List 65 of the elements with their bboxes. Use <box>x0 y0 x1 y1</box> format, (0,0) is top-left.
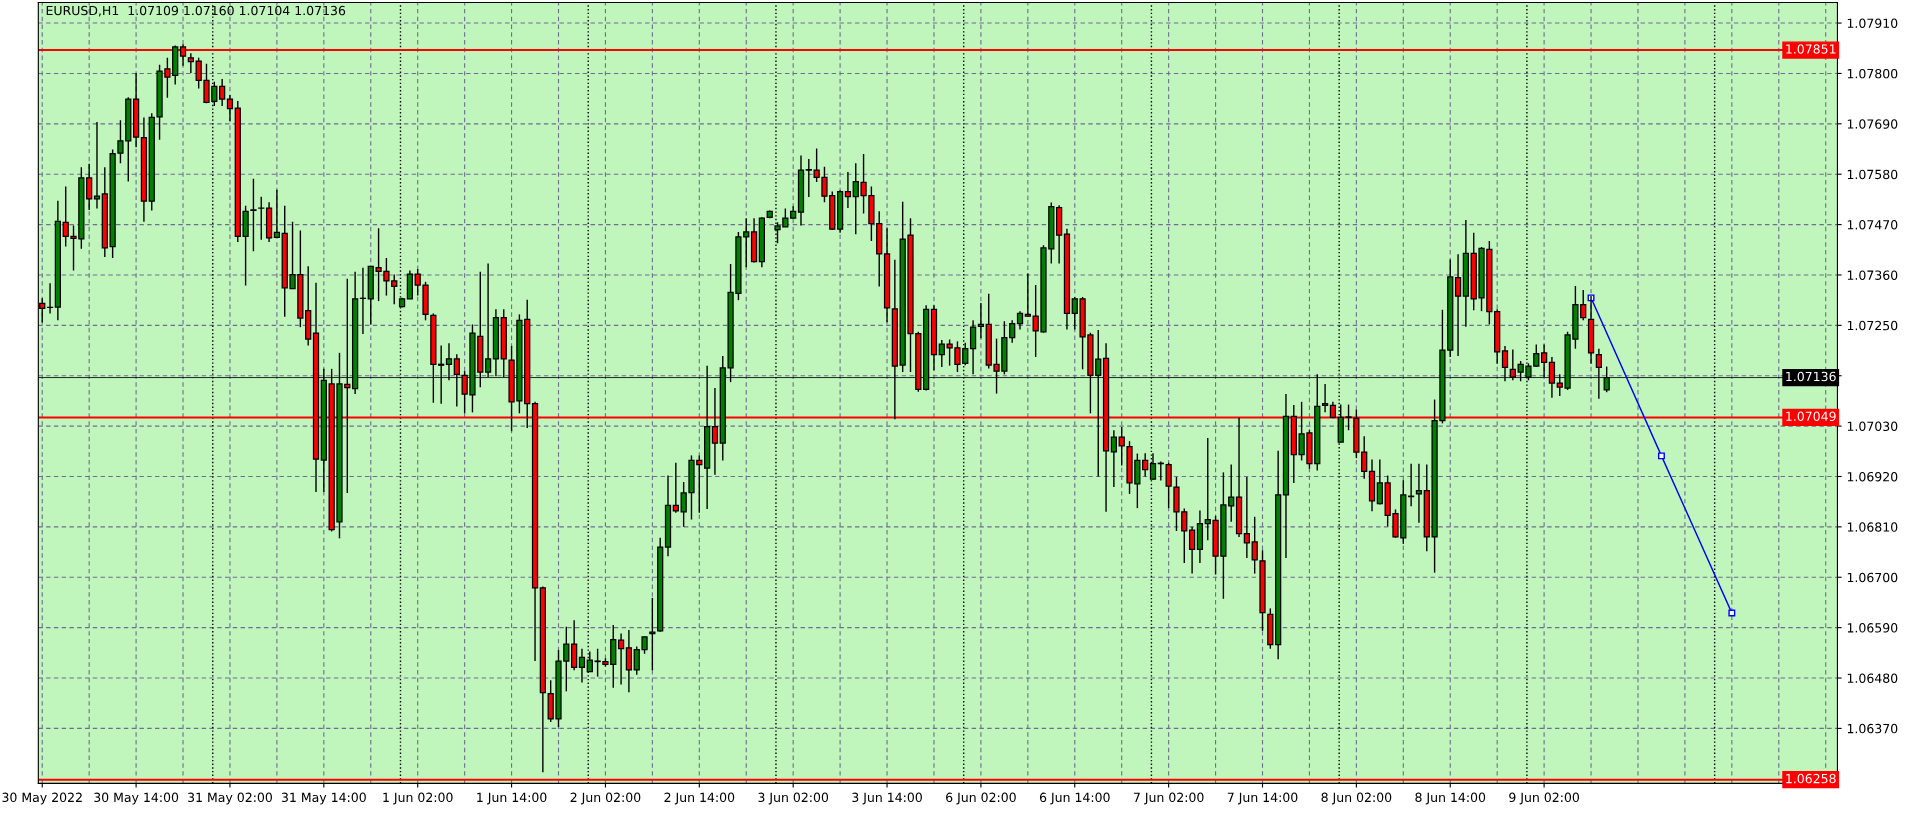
y-tick-label: 1.06370 <box>1847 723 1898 734</box>
x-tick-label: 31 May 02:00 <box>188 792 272 805</box>
y-tick-label: 1.07030 <box>1847 421 1898 432</box>
point <box>1657 452 1665 460</box>
candlestick <box>1118 426 1125 467</box>
candlestick <box>649 597 656 671</box>
x-tick-label: 2 Jun 14:00 <box>664 792 735 805</box>
x-tick-label: 1 Jun 14:00 <box>477 792 547 805</box>
candlestick <box>578 648 586 684</box>
x-tick-label: 30 May 14:00 <box>94 792 179 805</box>
candlestick <box>1251 516 1258 575</box>
candlestick <box>258 195 265 241</box>
x-tick-label: 3 Jun 14:00 <box>852 792 922 805</box>
x-tick-label: 6 Jun 14:00 <box>1039 792 1110 805</box>
candlestick <box>1188 526 1196 575</box>
candlestick <box>226 94 234 122</box>
x-tick-label: 8 Jun 14:00 <box>1415 792 1486 805</box>
y-tick-label: 1.06590 <box>1847 623 1898 633</box>
chart-title: EURUSD,H1 1.07109 1.07160 1.07104 1.07136 <box>46 5 346 17</box>
x-tick-label: 1 Jun 02:00 <box>383 792 453 805</box>
x-tick-label: 30 May 2022 <box>2 792 82 805</box>
candlestick <box>1321 383 1329 414</box>
y-tick-label: 1.07250 <box>1847 320 1898 331</box>
ref-line-label: 1.07136 <box>1786 371 1836 382</box>
candlestick <box>977 302 985 339</box>
candlestick <box>187 52 194 74</box>
candlestick <box>969 319 977 376</box>
candlestick <box>250 178 257 252</box>
y-tick-label: 1.07690 <box>1847 119 1898 129</box>
x-tick-label: 7 Jun 14:00 <box>1227 792 1298 805</box>
candlestick <box>617 632 625 686</box>
candlestick <box>93 121 101 210</box>
candlestick <box>1376 458 1383 506</box>
candlestick <box>1243 476 1250 559</box>
ref-line-label: 1.06258 <box>1786 773 1836 784</box>
x-tick-label: 7 Jun 02:00 <box>1133 792 1204 805</box>
point <box>1728 609 1736 617</box>
y-tick-label: 1.06920 <box>1847 471 1898 482</box>
ref-line-label: 1.07851 <box>1786 44 1836 54</box>
candlestick <box>219 78 226 107</box>
x-tick-label: 3 Jun 02:00 <box>758 792 829 805</box>
candlestick <box>1454 253 1462 357</box>
candlestick <box>86 162 93 211</box>
candlestick <box>1024 272 1031 318</box>
candlestick <box>273 189 281 239</box>
y-tick-label: 1.07360 <box>1847 270 1898 280</box>
candlestick <box>1110 429 1118 488</box>
candlestick <box>1415 462 1423 524</box>
y-tick-label: 1.07800 <box>1847 68 1898 79</box>
candlestick <box>625 629 633 693</box>
y-tick-label: 1.06480 <box>1847 673 1898 683</box>
x-tick-label: 31 May 14:00 <box>281 792 366 805</box>
y-tick-label: 1.06700 <box>1847 572 1898 583</box>
candlestick <box>571 619 578 671</box>
candlestick <box>1016 310 1024 331</box>
y-tick-label: 1.07580 <box>1847 169 1898 180</box>
ref-line-label: 1.07049 <box>1786 411 1836 422</box>
x-tick-label: 8 Jun 02:00 <box>1321 792 1392 805</box>
y-tick-label: 1.06810 <box>1847 522 1898 532</box>
y-tick-label: 1.07470 <box>1847 220 1898 230</box>
x-tick-label: 9 Jun 02:00 <box>1509 792 1580 805</box>
x-tick-label: 6 Jun 02:00 <box>946 792 1016 805</box>
candlestick <box>844 171 852 209</box>
x-tick-label: 2 Jun 02:00 <box>570 792 641 805</box>
y-tick-label: 1.07910 <box>1847 18 1898 28</box>
